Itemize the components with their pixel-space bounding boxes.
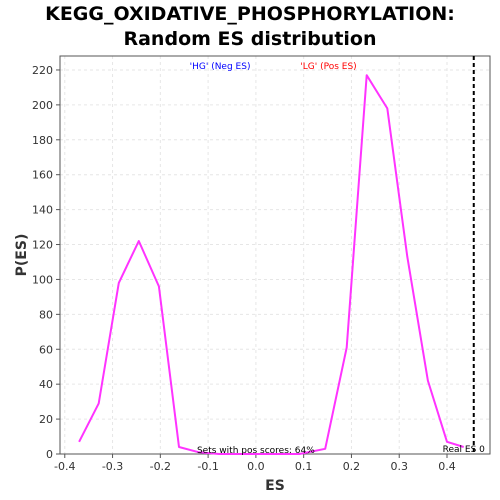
x-tick-label: 0.0 xyxy=(247,460,265,473)
y-axis-title: P(ES) xyxy=(14,234,30,277)
pos-scores-note: Sets with pos scores: 64% xyxy=(197,446,315,456)
y-tick-label: 100 xyxy=(32,273,53,286)
y-tick-label: 20 xyxy=(39,413,53,426)
chart-title-line2: Random ES distribution xyxy=(123,28,377,50)
real-es-label: Real ES 0 xyxy=(443,445,486,455)
grid-layer xyxy=(60,56,490,455)
chart-title-line1: KEGG_OXIDATIVE_PHOSPHORYLATION: xyxy=(45,3,455,25)
plot-frame xyxy=(59,55,491,455)
y-tick-label: 140 xyxy=(32,204,53,217)
y-tick-label: 160 xyxy=(32,169,53,182)
y-tick-label: 120 xyxy=(32,239,53,252)
x-tick-label: -0.2 xyxy=(150,460,171,473)
pos-es-label: 'LG' (Pos ES) xyxy=(300,62,356,72)
y-tick-label: 180 xyxy=(32,134,53,147)
x-tick-label: -0.3 xyxy=(102,460,123,473)
x-tick-label: -0.4 xyxy=(54,460,75,473)
y-tick-label: 200 xyxy=(32,99,53,112)
y-tick-label: 40 xyxy=(39,378,53,391)
y-tick-label: 220 xyxy=(32,64,53,77)
x-tick-label: 0.1 xyxy=(295,460,313,473)
x-axis-title: ES xyxy=(265,478,285,494)
neg-es-label: 'HG' (Neg ES) xyxy=(190,62,251,72)
x-tick-label: 0.4 xyxy=(438,460,456,473)
x-tick-label: -0.1 xyxy=(197,460,218,473)
tick-layer: -0.4 -0.3 -0.2 -0.1 0.0 0.1 0.2 0.3 0.4 0 20 40 60 80… xyxy=(32,64,456,473)
y-tick-label: 60 xyxy=(39,343,53,356)
y-tick-label: 80 xyxy=(39,308,53,321)
x-tick-label: 0.2 xyxy=(343,460,361,473)
y-tick-label: 0 xyxy=(46,448,53,461)
chart-title: KEGG_OXIDATIVE_PHOSPHORYLATION: Random E… xyxy=(0,2,500,52)
x-tick-label: 0.3 xyxy=(390,460,408,473)
es-distribution-line xyxy=(78,74,464,455)
